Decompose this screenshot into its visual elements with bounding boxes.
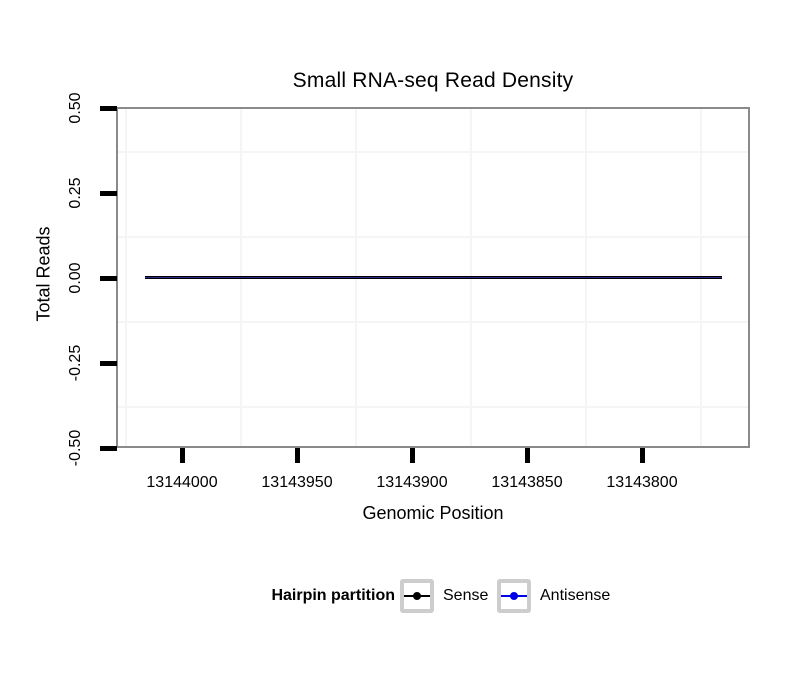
y-tick-mark bbox=[100, 360, 117, 366]
minor-gridline-horizontal bbox=[118, 150, 748, 153]
x-tick-label: 13143900 bbox=[376, 474, 448, 491]
minor-gridline-horizontal bbox=[118, 405, 748, 408]
y-tick-mark bbox=[100, 275, 117, 281]
minor-gridline-horizontal bbox=[118, 235, 748, 238]
antisense-line bbox=[145, 276, 722, 279]
x-tick-mark bbox=[409, 448, 415, 463]
x-axis-title: Genomic Position bbox=[362, 503, 504, 523]
y-tick-label: 0.00 bbox=[67, 262, 84, 294]
y-tick-label: -0.25 bbox=[67, 344, 84, 382]
sense-point-icon bbox=[413, 592, 421, 600]
antisense-point-icon bbox=[510, 592, 518, 600]
x-tick-mark bbox=[179, 448, 185, 463]
y-tick-label: 0.25 bbox=[67, 177, 84, 209]
y-tick-label: -0.50 bbox=[67, 429, 84, 467]
x-tick-label: 13143800 bbox=[606, 474, 678, 491]
legend-title: Hairpin partition bbox=[271, 587, 395, 604]
legend-label-antisense: Antisense bbox=[540, 587, 611, 604]
y-tick-mark bbox=[100, 190, 117, 196]
y-tick-label: 0.50 bbox=[67, 92, 84, 124]
legend-label-sense: Sense bbox=[443, 587, 489, 604]
legend-key-sense bbox=[400, 579, 434, 613]
chart-title: Small RNA-seq Read Density bbox=[292, 69, 574, 92]
y-tick-mark bbox=[100, 105, 117, 111]
x-tick-label: 13144000 bbox=[146, 474, 218, 491]
y-axis-title: Total Reads bbox=[33, 226, 54, 322]
sense-line bbox=[145, 276, 722, 279]
x-tick-label: 13143850 bbox=[491, 474, 563, 491]
minor-gridline-vertical bbox=[124, 109, 127, 446]
x-tick-mark bbox=[294, 448, 300, 463]
x-tick-mark bbox=[524, 448, 530, 463]
y-tick-mark bbox=[100, 445, 117, 451]
legend-key-antisense bbox=[497, 579, 531, 613]
x-tick-mark bbox=[639, 448, 645, 463]
x-tick-label: 13143950 bbox=[261, 474, 333, 491]
minor-gridline-horizontal bbox=[118, 320, 748, 323]
